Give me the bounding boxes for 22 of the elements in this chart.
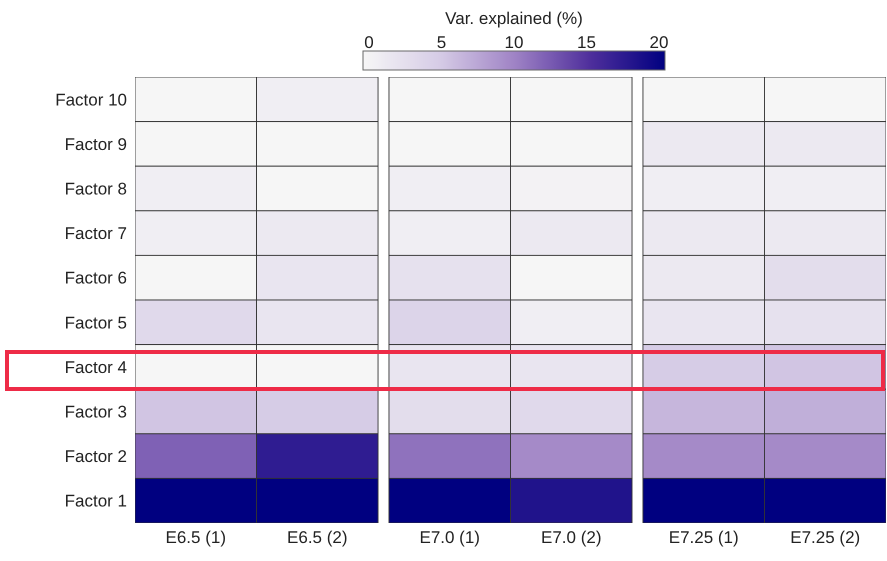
y-tick-label: Factor 3: [64, 402, 127, 422]
color-bar-label: 10: [504, 33, 524, 52]
y-tick-label: Factor 1: [64, 492, 127, 511]
color-bar-label: 15: [577, 33, 596, 52]
x-tick-label: E7.25 (1): [668, 528, 739, 548]
color-bar-label: 0: [364, 33, 374, 52]
x-tick-label: E7.0 (1): [419, 528, 480, 548]
y-tick-label: Factor 2: [64, 447, 127, 466]
color-bar-label: 20: [650, 33, 668, 52]
y-tick-label: Factor 4: [64, 358, 127, 377]
y-tick-label: Factor 5: [64, 313, 127, 332]
y-tick-label: Factor 8: [64, 180, 127, 199]
color-bar-title: Var. explained (%): [445, 9, 583, 28]
x-tick-label: E6.5 (1): [166, 528, 226, 548]
y-tick-label: Factor 9: [64, 134, 127, 154]
x-tick-label: E7.0 (2): [541, 528, 602, 548]
color-bar-label: 5: [436, 33, 446, 52]
y-tick-label: Factor 10: [55, 90, 127, 110]
y-tick-label: Factor 6: [64, 268, 127, 288]
y-tick-label: Factor 7: [64, 224, 127, 244]
x-tick-label: E7.25 (2): [790, 528, 860, 548]
x-tick-label: E6.5 (2): [287, 528, 348, 548]
